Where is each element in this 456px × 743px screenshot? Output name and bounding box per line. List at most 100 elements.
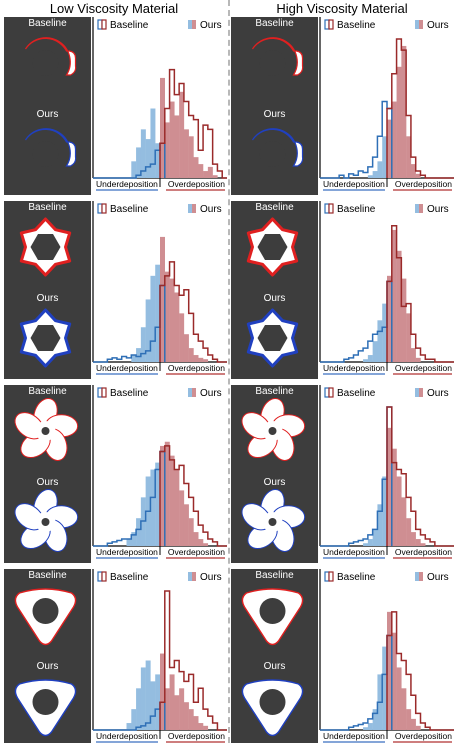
legend-ours-swatch-under [188,20,192,29]
legend-baseline-text: Baseline [110,204,149,215]
legend-baseline-swatch-under [324,203,330,214]
ours-hist-bar [183,334,189,362]
ours-hist-bar [367,539,373,546]
ours-shape [251,128,304,167]
ours-hist-bar [410,532,416,546]
ours-hist-bar [183,504,189,546]
ours-hist-bar [164,441,170,546]
ours-hist-bar [203,171,209,178]
legend-baseline-swatch-under [324,19,330,30]
ours-hist-bar [150,108,156,178]
ours-shape [24,128,77,167]
baseline-shape [14,398,79,461]
ours-hist-bar [136,518,142,546]
ours-shape [19,308,72,368]
baseline-label: Baseline [255,18,294,29]
shape-hole [30,325,61,351]
ours-hist-bar [382,303,388,362]
legend-ours-text: Ours [427,20,449,31]
ours-hist-bar [140,129,146,178]
ours-label: Ours [37,477,59,488]
baseline-hist-under [320,280,393,363]
ours-hist-bar [367,175,373,178]
legend-baseline-swatch-over [328,19,334,30]
ours-hist-bar [155,674,161,730]
baseline-shape [251,37,304,76]
legend-baseline-swatch-under [324,387,330,398]
ours-hist-bar [174,695,180,730]
ours-hist-bar [396,250,402,362]
baseline-shape [14,588,77,646]
ours-hist-bar [145,660,151,730]
ours-hist-bar [150,275,156,362]
shape-hole [259,50,286,76]
underdeposition-label: Underdeposition [96,179,158,189]
baseline-shape [24,37,77,76]
ours-hist-bar [126,539,132,546]
baseline-hist-under [320,634,393,731]
underdeposition-label: Underdeposition [323,363,385,373]
shape-hole [259,598,286,624]
ours-label: Ours [264,477,286,488]
shape-outer [24,128,77,167]
legend-baseline-swatch-over [328,571,334,582]
shape-hole [259,689,286,715]
overdeposition-label: Overdeposition [168,547,225,557]
ours-hist-bar [126,723,132,730]
overdeposition-label: Overdeposition [168,731,225,741]
ours-hist-bar [188,518,194,546]
ours-hist-bar [396,667,402,730]
ours-hist-bar [174,292,180,362]
ours-hist-bar [164,688,170,730]
ours-hist-bar [188,136,194,178]
legend-baseline-text: Baseline [110,388,149,399]
ours-shape [14,679,77,737]
legend-ours-swatch-over [419,20,423,29]
legend-ours-text: Ours [200,20,222,31]
ours-hist-bar [131,355,137,362]
legend-ours-swatch-under [415,204,419,213]
ours-hist-bar [145,299,151,362]
legend-baseline-swatch-over [101,203,107,214]
ours-hist-bar [391,632,397,730]
legend-baseline-swatch-over [101,571,107,582]
ours-hist-bar [198,164,204,178]
legend-ours-swatch-under [415,388,419,397]
ours-hist-bar [183,129,189,178]
ours-label: Ours [264,293,286,304]
overdeposition-label: Overdeposition [168,179,225,189]
ours-hist-bar [382,646,388,730]
ours-hist-bar [372,171,378,178]
ours-hist-bar [174,115,180,178]
legend-ours-swatch-under [415,20,419,29]
baseline-hist-over [386,611,454,731]
high-viscosity-title: High Viscosity Material [276,1,408,16]
ours-hist-bar [136,348,142,362]
baseline-hist-over [159,68,227,179]
legend-ours-text: Ours [200,388,222,399]
legend-ours-text: Ours [200,572,222,583]
baseline-hist-under [93,142,166,179]
ours-hist-bar [406,313,412,362]
ours-hist-bar [410,718,416,730]
overdeposition-label: Overdeposition [395,731,452,741]
ours-hist-bar [382,136,388,178]
ours-hist-bar [372,709,378,730]
ours-hist-bar [169,455,175,546]
ours-hist-bar [160,77,165,178]
shape-outer [251,37,304,76]
shape-hole [41,427,50,435]
ours-hist-bar [160,445,165,546]
ours-hist-bar [179,490,185,546]
baseline-shape [241,398,306,461]
ours-hist-bar [387,119,392,178]
ours-label: Ours [37,661,59,672]
underdeposition-label: Underdeposition [323,179,385,189]
legend-ours-swatch-over [419,572,423,581]
baseline-hist-over [159,261,227,363]
overdeposition-label: Overdeposition [395,363,452,373]
ours-hist-bar [377,161,383,178]
shape-hole [257,325,288,351]
ours-hist-bar [179,91,185,178]
ours-label: Ours [264,109,286,120]
